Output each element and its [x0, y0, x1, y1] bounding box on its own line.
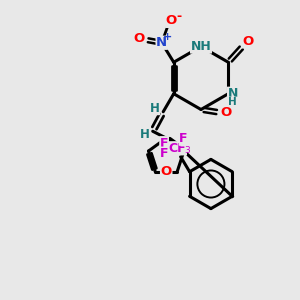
Text: F: F — [160, 137, 168, 150]
Text: F: F — [179, 132, 188, 145]
Text: CF: CF — [169, 142, 186, 155]
Text: F: F — [160, 147, 168, 160]
Text: +: + — [163, 32, 172, 42]
Text: -: - — [177, 10, 182, 23]
Text: N: N — [156, 36, 167, 49]
Text: O: O — [134, 32, 145, 45]
Text: H: H — [140, 128, 149, 141]
Text: O: O — [166, 14, 177, 27]
Text: O: O — [242, 35, 254, 48]
Text: O: O — [160, 165, 172, 178]
Text: O: O — [220, 106, 232, 119]
Text: NH: NH — [190, 40, 212, 53]
Text: H: H — [228, 97, 237, 107]
Text: H: H — [150, 102, 160, 115]
Text: N: N — [228, 87, 238, 100]
Text: 3: 3 — [184, 146, 190, 155]
